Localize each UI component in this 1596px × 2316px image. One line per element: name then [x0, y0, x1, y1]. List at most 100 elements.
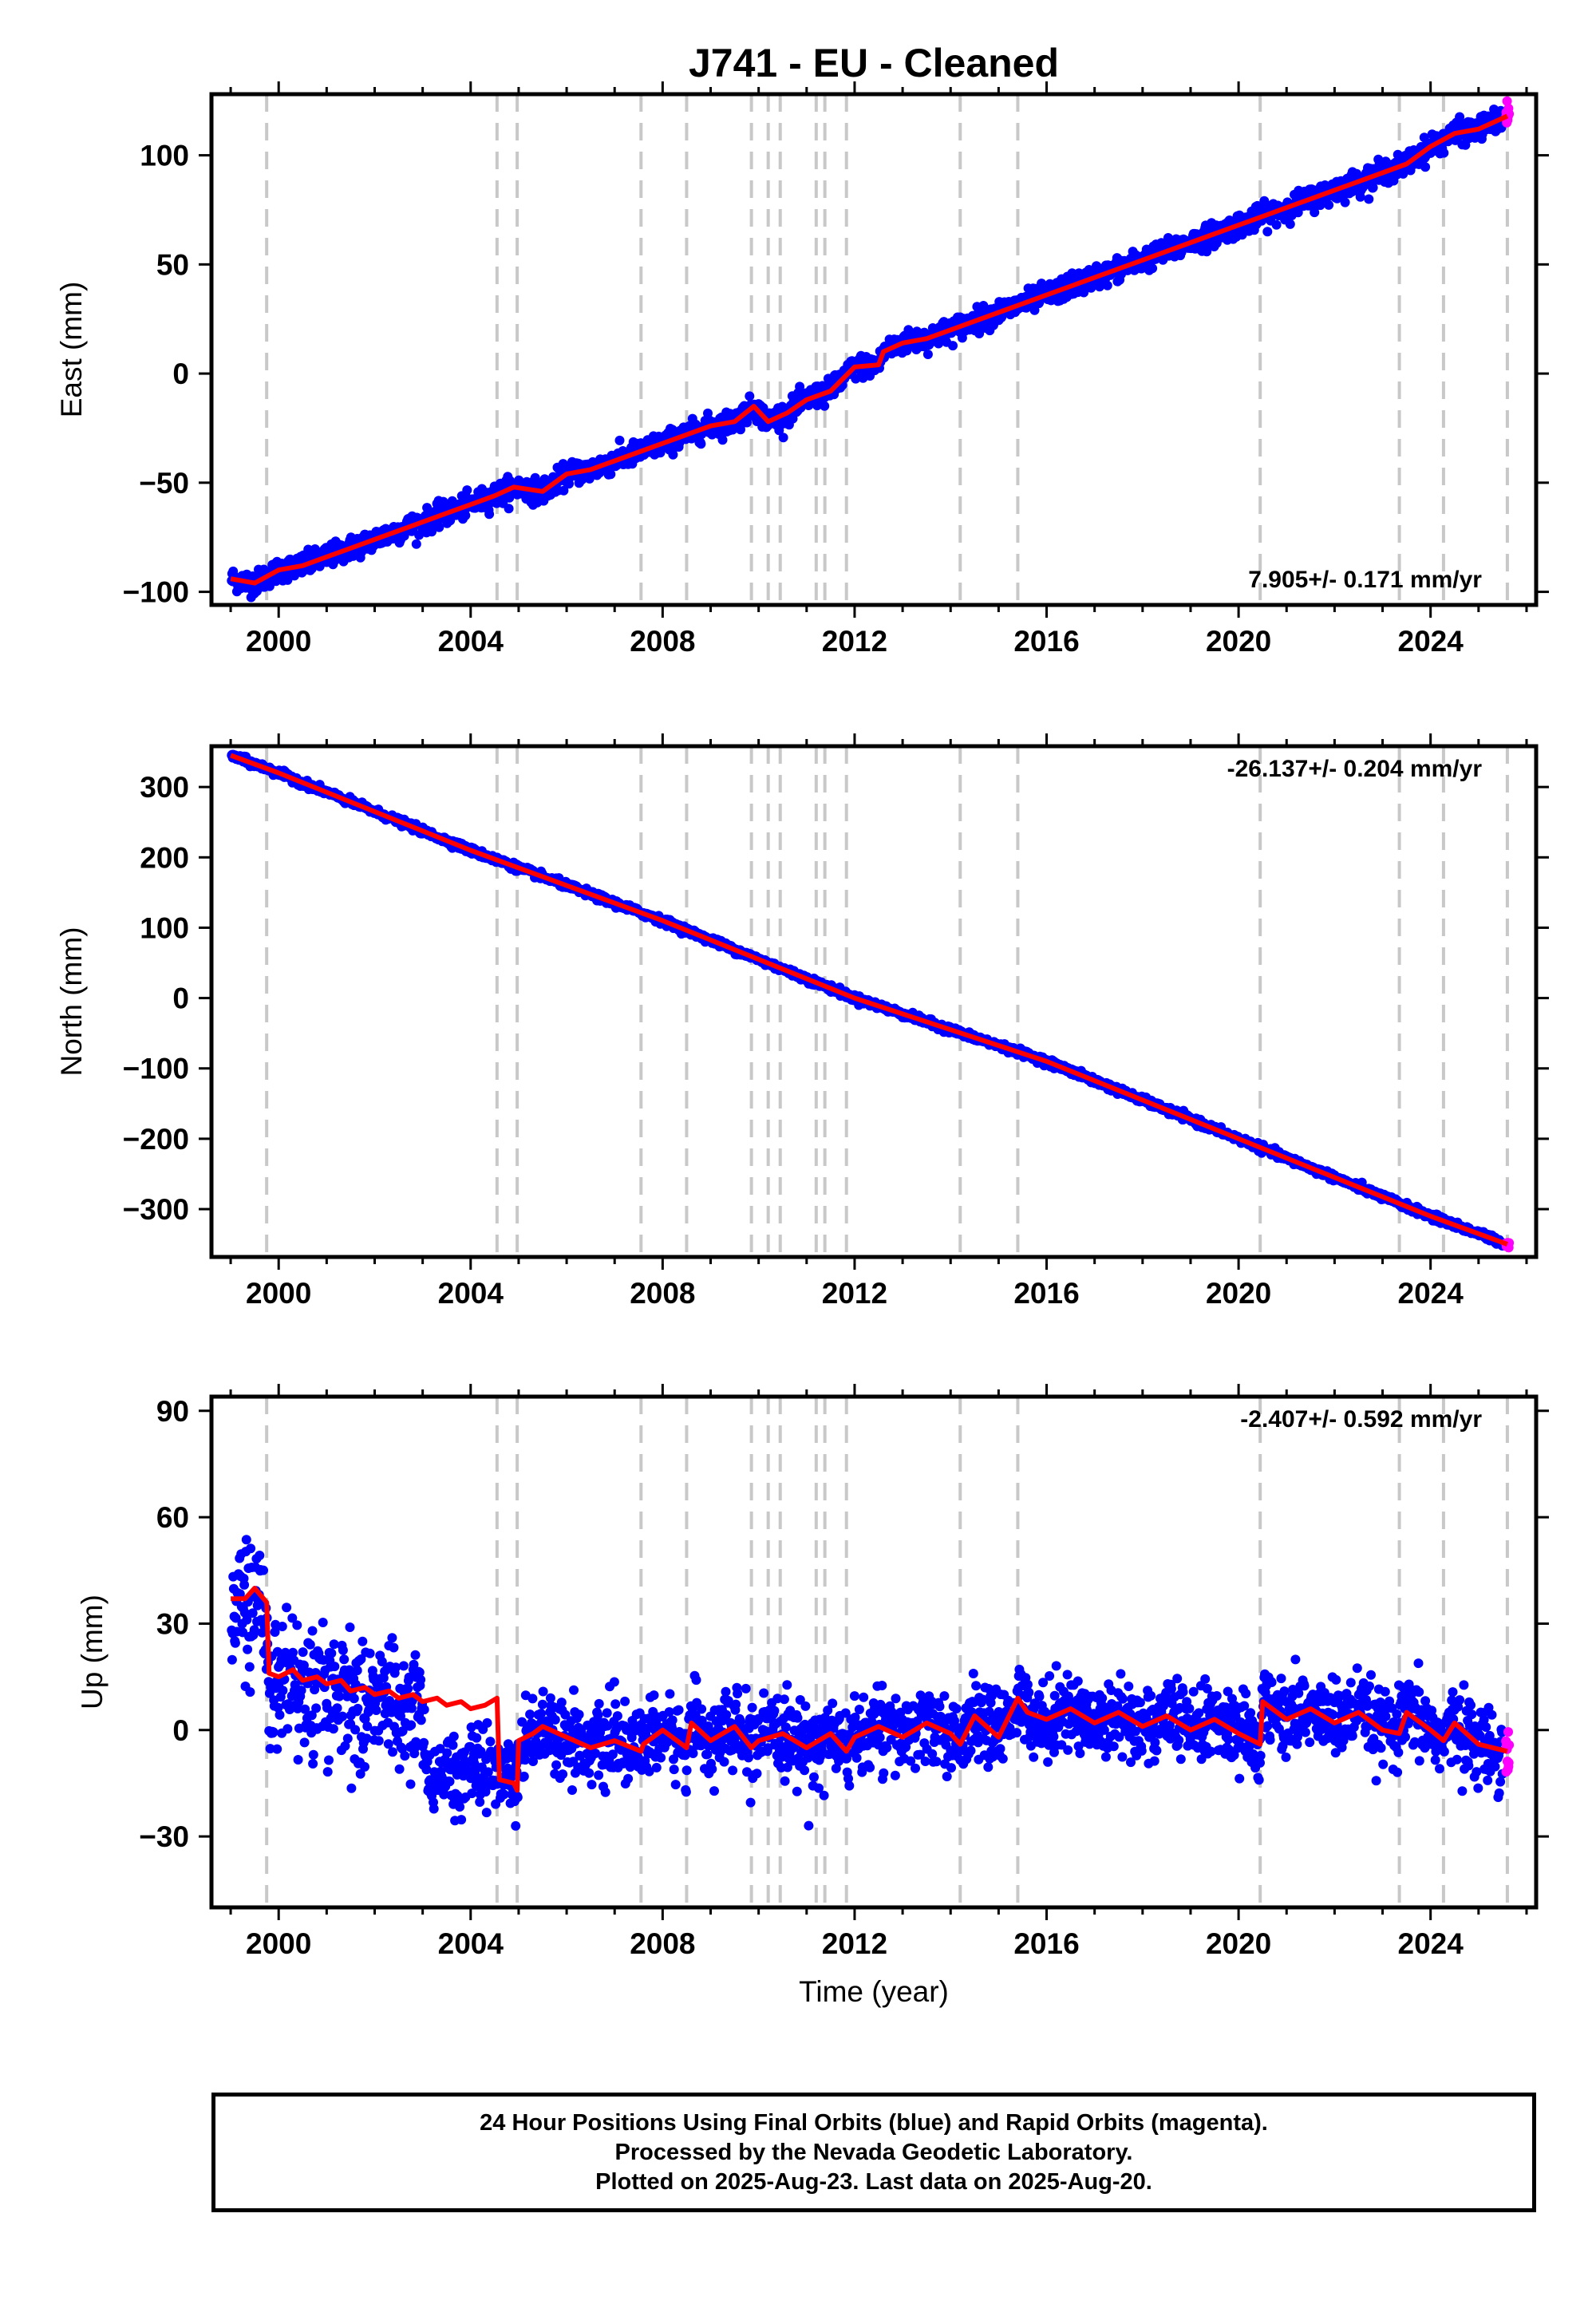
data-point: [227, 1654, 237, 1665]
east-frame: [209, 92, 1539, 607]
east-y-label: East (mm): [55, 282, 88, 418]
data-point: [742, 417, 752, 428]
data-point: [559, 485, 569, 496]
data-point: [1368, 183, 1378, 193]
data-point: [696, 439, 706, 449]
data-point: [948, 341, 958, 351]
y-tick-label: 100: [140, 911, 189, 944]
up-final-orbit-points: [227, 1535, 1507, 1831]
north-rate-label: -26.137+/- 0.204 mm/yr: [1227, 756, 1483, 782]
x-tick-label: 2024: [1398, 625, 1464, 658]
data-point: [244, 1662, 255, 1672]
data-point: [434, 522, 444, 532]
x-tick-label: 2020: [1206, 1277, 1271, 1310]
data-point: [903, 325, 914, 335]
data-point: [1420, 162, 1431, 172]
north-panel: 2000 2004 2008 2012 2016 2020 2024−300−200−100…: [55, 733, 1549, 1310]
data-point: [934, 338, 944, 349]
east-final-orbit-points: [227, 105, 1507, 603]
data-point: [462, 485, 472, 496]
east-panel: 2000 2004 2008 2012 2016 2020 2024 −100 −50 0 50 10…: [55, 81, 1549, 658]
up-offset-lines: [265, 1397, 1509, 1907]
data-point: [1102, 280, 1112, 290]
data-point: [795, 381, 805, 392]
data-point: [255, 1551, 265, 1560]
y-tick-label: 0: [172, 982, 189, 1015]
y-tick-label: −200: [123, 1123, 189, 1156]
data-point: [614, 435, 625, 445]
data-point: [484, 509, 495, 520]
data-point: [1262, 227, 1273, 237]
y-tick-label: 0: [172, 358, 189, 390]
data-point: [460, 510, 471, 520]
data-point: [922, 350, 933, 359]
data-point: [235, 1589, 245, 1599]
y-tick-label: −100: [123, 1053, 189, 1085]
north-model-line: [230, 753, 1508, 1247]
x-tick-label: 2000: [246, 1277, 311, 1310]
data-point: [717, 435, 728, 445]
y-tick-label: −50: [139, 467, 189, 500]
data-point: [411, 539, 421, 549]
data-point: [241, 1535, 251, 1545]
x-tick-label: 2016: [1013, 1277, 1079, 1310]
data-point: [239, 1579, 250, 1590]
y-tick-label: 50: [156, 248, 189, 281]
data-point: [1340, 197, 1350, 207]
data-point: [564, 479, 574, 489]
x-tick-label: 2020: [1206, 625, 1271, 658]
x-tick-label: 2012: [822, 625, 887, 658]
data-point: [242, 1614, 252, 1625]
data-point: [247, 1608, 258, 1618]
data-point: [1324, 200, 1334, 210]
y-tick-label: 100: [140, 140, 189, 172]
x-tick-label: 2008: [630, 625, 695, 658]
data-point: [290, 571, 299, 581]
data-point: [245, 1687, 255, 1697]
data-point: [504, 504, 514, 514]
data-point: [1455, 112, 1465, 122]
north-y-label: North (mm): [55, 927, 88, 1076]
data-point: [231, 1613, 241, 1623]
data-point: [1148, 263, 1158, 274]
data-point: [1271, 219, 1282, 230]
data-point: [1439, 148, 1449, 158]
data-point: [778, 433, 788, 443]
y-tick-label: 300: [140, 771, 189, 804]
y-tick-label: −100: [123, 576, 189, 609]
data-point: [1310, 207, 1320, 218]
east-x-axis: 2000 2004 2008 2012 2016 2020 2024: [229, 81, 1528, 658]
data-point: [249, 1625, 259, 1635]
x-tick-label: 2008: [630, 1277, 695, 1310]
data-point: [243, 1644, 253, 1654]
east-rapid-orbit-points: [1501, 96, 1515, 128]
x-tick-label: 2016: [1013, 625, 1079, 658]
data-point: [230, 1638, 240, 1648]
rapid-point: [1502, 96, 1512, 106]
x-tick-label: 2000: [246, 625, 311, 658]
data-point: [606, 469, 616, 480]
x-tick-label: 2004: [438, 625, 504, 658]
y-tick-label: −300: [123, 1193, 189, 1226]
data-point: [745, 391, 755, 401]
east-y-axis: −100 −50 0 50 100: [123, 140, 1549, 609]
x-tick-label: 2012: [822, 1277, 887, 1310]
chart-title: J741 - EU - Cleaned: [689, 41, 1059, 85]
data-point: [974, 329, 985, 338]
east-rate-label: 7.905+/- 0.171 mm/yr: [1248, 567, 1482, 593]
data-point: [703, 408, 713, 418]
north-x-axis: 2000 2004 2008 2012 2016 2020 2024: [229, 733, 1528, 1310]
data-point: [655, 448, 666, 458]
north-y-axis: −300 −200 −100 0 100 200 300: [123, 771, 1549, 1226]
east-model-line: [230, 113, 1509, 586]
x-tick-label: 2004: [438, 1277, 504, 1310]
data-point: [1364, 194, 1374, 204]
data-point: [246, 1543, 256, 1554]
y-tick-label: 200: [140, 841, 189, 874]
x-tick-label: 2024: [1398, 1277, 1464, 1310]
north-frame: [209, 744, 1539, 1259]
data-point: [1202, 247, 1212, 257]
up-panel: 2000 2004 2008 2012 2016 2020 2024−300306090Up…: [76, 1384, 1549, 2008]
data-point: [1285, 219, 1295, 229]
